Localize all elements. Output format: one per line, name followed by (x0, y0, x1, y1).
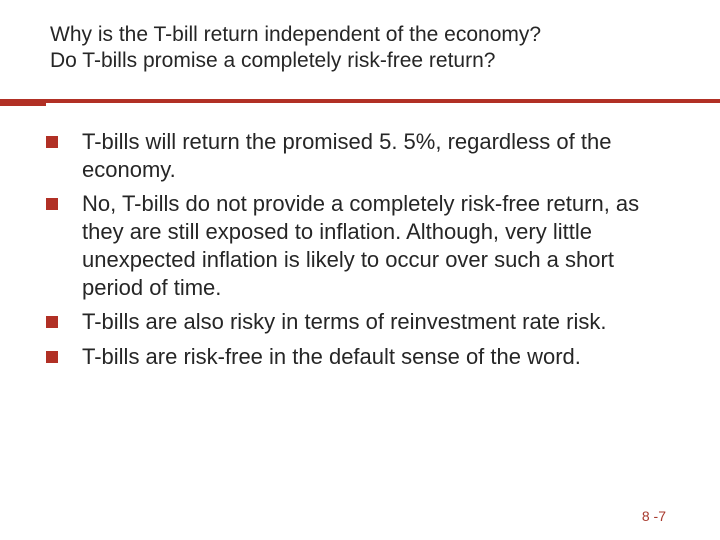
slide-title-area: Why is the T-bill return independent of … (0, 0, 720, 89)
bullet-text: T-bills are risk-free in the default sen… (82, 343, 670, 371)
separator-bar (0, 99, 720, 106)
title-line-2: Do T-bills promise a completely risk-fre… (50, 49, 495, 72)
list-item: No, T-bills do not provide a completely … (40, 190, 670, 303)
separator-line (46, 99, 720, 103)
bullet-icon (46, 198, 58, 210)
bullet-text: No, T-bills do not provide a completely … (82, 190, 670, 303)
bullet-text: T-bills are also risky in terms of reinv… (82, 308, 670, 336)
bullet-icon (46, 316, 58, 328)
bullet-text: T-bills will return the promised 5. 5%, … (82, 128, 670, 184)
bullet-icon (46, 136, 58, 148)
page-number: 8 -7 (642, 508, 666, 524)
bullet-list: T-bills will return the promised 5. 5%, … (40, 128, 670, 371)
title-line-1: Why is the T-bill return independent of … (50, 23, 541, 46)
slide-title: Why is the T-bill return independent of … (50, 22, 670, 75)
content-area: T-bills will return the promised 5. 5%, … (0, 106, 720, 371)
bullet-icon (46, 351, 58, 363)
separator-accent-block (0, 99, 46, 106)
list-item: T-bills are also risky in terms of reinv… (40, 308, 670, 336)
list-item: T-bills are risk-free in the default sen… (40, 343, 670, 371)
list-item: T-bills will return the promised 5. 5%, … (40, 128, 670, 184)
